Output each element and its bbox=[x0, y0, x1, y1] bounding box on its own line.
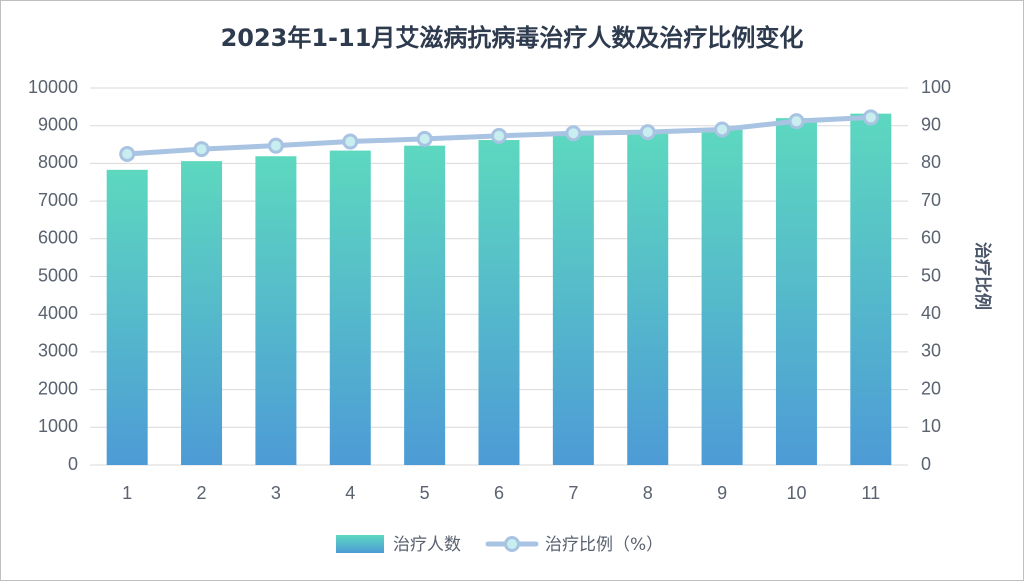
chart-title: 2023年1-11月艾滋病抗病毒治疗人数及治疗比例变化 bbox=[220, 24, 804, 52]
x-axis-tick-label: 4 bbox=[345, 483, 355, 503]
bar-series bbox=[106, 113, 892, 466]
left-axis-tick-label: 10000 bbox=[28, 77, 78, 97]
x-axis-tick-label: 2 bbox=[197, 483, 207, 503]
left-axis-tick-label: 9000 bbox=[38, 114, 78, 134]
x-axis-tick-label: 11 bbox=[861, 483, 880, 503]
right-axis-tick-label: 10 bbox=[921, 416, 941, 436]
bar-9 bbox=[701, 129, 743, 466]
bar-5 bbox=[404, 145, 446, 465]
bar-2 bbox=[181, 161, 223, 465]
legend-swatch-bar bbox=[336, 535, 384, 553]
axis-labels: 0100020003000400050006000700080009000100… bbox=[28, 77, 951, 503]
bar-1 bbox=[106, 169, 148, 465]
right-axis-tick-label: 70 bbox=[921, 190, 941, 210]
right-axis-tick-label: 80 bbox=[921, 152, 941, 172]
ratio-point-7 bbox=[565, 125, 582, 142]
bar-8 bbox=[627, 133, 669, 465]
x-axis-tick-label: 3 bbox=[271, 483, 281, 503]
ratio-point-10 bbox=[788, 113, 805, 130]
left-axis-tick-label: 4000 bbox=[38, 303, 78, 323]
legend: 治疗人数 治疗比例（%） bbox=[336, 535, 663, 555]
x-axis-tick-label: 6 bbox=[494, 483, 504, 503]
left-axis-tick-label: 5000 bbox=[38, 265, 78, 285]
x-axis-tick-label: 1 bbox=[122, 483, 132, 503]
left-axis-tick-label: 3000 bbox=[38, 341, 78, 361]
bar-10 bbox=[775, 118, 817, 465]
right-axis-tick-label: 90 bbox=[921, 114, 941, 134]
ratio-point-1 bbox=[119, 145, 136, 162]
ratio-point-4 bbox=[342, 133, 359, 150]
bar-11 bbox=[850, 113, 892, 466]
left-axis-tick-label: 8000 bbox=[38, 152, 78, 172]
right-axis-tick-label: 20 bbox=[921, 378, 941, 398]
x-axis-tick-label: 10 bbox=[786, 483, 806, 503]
right-axis-tick-label: 0 bbox=[921, 454, 931, 474]
left-axis-tick-label: 7000 bbox=[38, 190, 78, 210]
bar-3 bbox=[255, 156, 297, 465]
ratio-point-2 bbox=[193, 141, 210, 158]
x-axis-tick-label: 5 bbox=[420, 483, 430, 503]
legend-label-line: 治疗比例（%） bbox=[545, 535, 663, 555]
line-series bbox=[119, 109, 879, 162]
x-axis-tick-label: 8 bbox=[643, 483, 653, 503]
ratio-point-9 bbox=[714, 121, 731, 138]
left-axis-tick-label: 6000 bbox=[38, 228, 78, 248]
right-axis-tick-label: 100 bbox=[921, 77, 951, 97]
left-axis-tick-label: 0 bbox=[68, 454, 78, 474]
legend-label-bar: 治疗人数 bbox=[393, 535, 461, 555]
x-axis-tick-label: 7 bbox=[568, 483, 578, 503]
right-axis-tick-label: 50 bbox=[921, 265, 941, 285]
right-axis-tick-label: 30 bbox=[921, 341, 941, 361]
ratio-point-11 bbox=[862, 109, 879, 126]
left-axis-tick-label: 2000 bbox=[38, 378, 78, 398]
ratio-point-5 bbox=[416, 130, 433, 147]
right-axis-tick-label: 60 bbox=[921, 228, 941, 248]
ratio-point-8 bbox=[639, 124, 656, 141]
ratio-point-3 bbox=[267, 137, 284, 154]
x-axis-tick-label: 9 bbox=[717, 483, 727, 503]
legend-swatch-marker bbox=[504, 536, 520, 552]
bar-7 bbox=[552, 135, 594, 465]
left-axis-tick-label: 1000 bbox=[38, 416, 78, 436]
right-axis-label: 治疗比例 bbox=[972, 242, 993, 310]
bar-6 bbox=[478, 140, 520, 465]
bar-4 bbox=[329, 150, 371, 465]
right-axis-tick-label: 40 bbox=[921, 303, 941, 323]
ratio-point-6 bbox=[491, 127, 507, 144]
